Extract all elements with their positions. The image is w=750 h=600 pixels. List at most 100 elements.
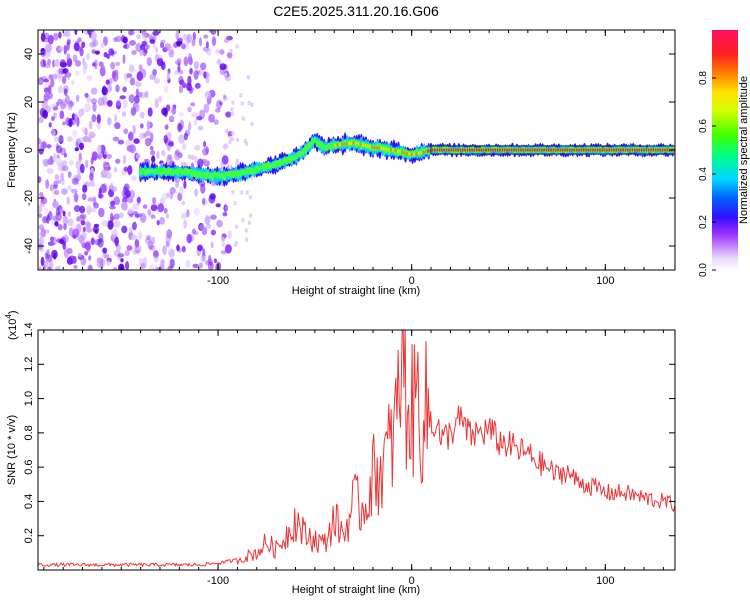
spectrogram-cell (187, 121, 192, 132)
spectrogram-ridge-core (657, 148, 659, 152)
spectrogram-ridge-core (401, 150, 404, 154)
spectrogram-ridge-cell (236, 169, 240, 179)
spectrogram-cell (38, 77, 44, 86)
spectrogram-ridge-core (594, 148, 597, 152)
spectrogram-cell (222, 143, 229, 150)
spectrogram-cell (129, 189, 135, 199)
spectrogram-cell (58, 74, 62, 83)
spectrogram-cell (94, 229, 99, 235)
spectrogram-cell (46, 167, 54, 175)
spectrogram-cell (132, 124, 136, 135)
spectrogram-cell (181, 245, 186, 253)
spectrogram-cell (166, 71, 170, 81)
spectrogram-cell (106, 100, 113, 107)
spectrogram-cell (107, 117, 112, 126)
spectrogram-cell (120, 258, 124, 263)
spectrogram-cell (201, 252, 206, 262)
spectrogram-ridge-core (415, 152, 418, 156)
spectrogram-cell (67, 248, 73, 255)
spectrogram-cell (178, 112, 184, 117)
spectrogram-cell (139, 123, 144, 129)
spectrogram-cell (119, 95, 126, 100)
spectrogram-cell (128, 64, 134, 73)
spectrogram-cell (78, 152, 83, 162)
spectrogram-ridge-cell (290, 155, 294, 163)
spectrogram-cell (135, 153, 141, 159)
spectrogram-ridge-core (622, 148, 624, 152)
spectrogram-cell (132, 203, 140, 211)
spectrogram-cell (164, 43, 172, 52)
spectrogram-cell (223, 94, 227, 99)
spectrogram-cell (90, 87, 98, 95)
spectrogram-cell (197, 244, 203, 252)
spectrogram-cell (45, 229, 50, 234)
spectrogram-cell (63, 88, 68, 96)
spectrogram-ridge-cell (185, 167, 189, 176)
spectrogram-ridge-core (397, 149, 399, 153)
spectrogram-cell (91, 114, 97, 123)
spectrogram-ridge-core (357, 142, 360, 146)
spectrogram-cell (123, 166, 129, 172)
spectrogram-ridge-cell (259, 164, 263, 170)
spectrogram-ridge-core (417, 151, 420, 155)
spectrogram-cell (73, 205, 81, 213)
spectrogram-cell (143, 47, 148, 54)
spectrogram-cell (40, 47, 46, 55)
spectrogram-cell (161, 149, 166, 157)
spectrogram-ridge-core (441, 148, 443, 152)
spectrogram-cell (41, 100, 48, 108)
spectrogram-cell (126, 73, 133, 78)
spectrogram-cell (233, 201, 237, 206)
spectrogram-ridge-core (494, 148, 497, 152)
spectrogram-ridge-core (448, 148, 450, 152)
spectrogram-cell (54, 189, 60, 195)
spectrogram-cell (166, 229, 173, 239)
spectrogram-cell (194, 118, 198, 126)
spectrogram-cell (210, 30, 217, 35)
spectrogram-cell (74, 147, 80, 152)
spectrogram-cell (199, 109, 206, 120)
spectrogram-cell (144, 137, 152, 147)
spectrogram-cell (58, 135, 64, 145)
spectrogram-cell (110, 61, 116, 70)
spectrogram-cell (191, 112, 198, 118)
spectrogram-cell (182, 82, 187, 89)
spectrogram-cell (88, 120, 93, 130)
spectrogram-cell (121, 201, 128, 211)
snr-frame (37, 329, 676, 571)
spectrogram-cell (57, 179, 62, 184)
spectrogram-ridge-core (582, 148, 585, 152)
spectrogram-cell (57, 162, 62, 172)
spectrogram-cell (75, 177, 80, 186)
spectrogram-ridge-core (555, 148, 557, 152)
spectrogram-cell (93, 202, 99, 209)
spectrogram-cell (126, 145, 134, 152)
spectrogram-cell (89, 172, 94, 181)
spectrogram-cell (100, 183, 107, 194)
spectrogram-ridge-core (538, 148, 541, 152)
spectrogram-cell (82, 184, 88, 193)
spectrogram-cell (144, 130, 152, 137)
spectrogram-ridge-core (420, 151, 422, 155)
spectrogram-cell (96, 261, 103, 268)
spectrogram-cell (122, 36, 128, 44)
spectrogram-cell (74, 60, 82, 67)
spectrogram-cell (155, 47, 159, 53)
spectrogram-cell (130, 175, 137, 181)
spectrogram-ridge-core (341, 142, 343, 146)
spectrogram-cell (185, 260, 191, 268)
spectrogram-ridge (139, 132, 675, 187)
snr-line (38, 330, 675, 568)
spectrogram-cell (67, 171, 72, 179)
spectrogram-cell (250, 102, 254, 107)
spectrogram-cell (137, 213, 143, 218)
spectrogram-cell (102, 247, 108, 254)
spectrogram-cell (128, 30, 134, 36)
spectrogram-cell (219, 49, 225, 55)
spectrogram-cell (137, 92, 143, 98)
spectrogram-cell (81, 108, 85, 116)
spectrogram-ridge-cell (245, 166, 250, 175)
spectrogram-cell (71, 177, 79, 185)
spectrogram-ridge-core (610, 148, 613, 152)
spectrogram-cell (46, 254, 53, 263)
